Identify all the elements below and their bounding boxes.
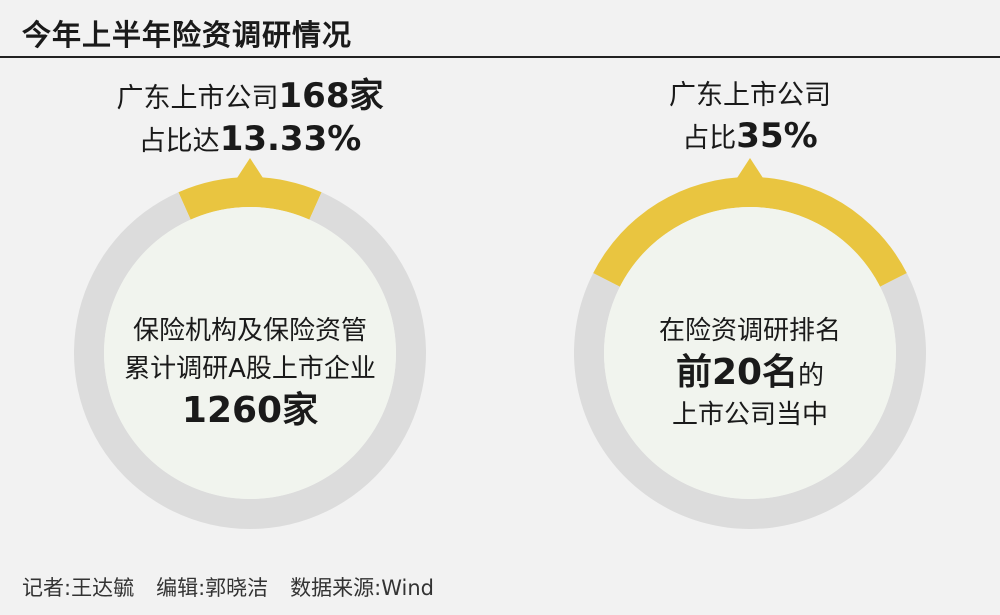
center-left-line2: 累计调研A股上市企业 xyxy=(124,354,376,384)
center-right-line3: 上市公司当中 xyxy=(671,400,828,430)
title-divider xyxy=(0,56,1000,58)
center-right-rank: 前20名 xyxy=(675,352,799,393)
callout-right-label: 广东上市公司 xyxy=(669,80,831,111)
donut-inner-disc xyxy=(104,207,396,499)
center-right-line2: 前20名的 xyxy=(500,350,1000,396)
callout-right: 广东上市公司 占比35% xyxy=(500,76,1000,159)
callout-left: 广东上市公司168家 占比达13.33% xyxy=(0,76,500,162)
callout-left-line2: 占比达13.33% xyxy=(0,119,500,162)
callout-pointer xyxy=(737,158,763,178)
donut-inner-disc xyxy=(604,207,896,499)
donut-slice-highlight xyxy=(178,177,322,220)
center-left-line1: 保险机构及保险资管 xyxy=(132,316,367,346)
callout-right-share-label: 占比 xyxy=(682,123,737,154)
callout-left-share-label: 占比达 xyxy=(138,126,220,157)
donut-slice-other xyxy=(573,273,926,530)
callout-left-label: 广东上市公司 xyxy=(116,83,279,114)
center-text-right: 在险资调研排名 前20名的 上市公司当中 xyxy=(500,312,1000,434)
callout-left-share-value: 13.33% xyxy=(219,119,362,159)
chart-panel-left: 广东上市公司168家 占比达13.33% 保险机构及保险资管 累计调研A股上市企… xyxy=(0,60,500,570)
callout-right-share-value: 35% xyxy=(736,116,818,156)
footer-reporter: 记者:王达毓 xyxy=(22,576,135,600)
callout-right-line2: 占比35% xyxy=(500,116,1000,159)
donut-slice-highlight xyxy=(593,176,907,287)
center-text-left: 保险机构及保险资管 累计调研A股上市企业 1260家 xyxy=(0,312,500,434)
callout-left-line1: 广东上市公司168家 xyxy=(0,76,500,119)
donut-chart-left xyxy=(73,158,426,530)
page-title: 今年上半年险资调研情况 xyxy=(22,18,353,52)
footer-source: 数据来源:Wind xyxy=(290,576,435,600)
footer-editor: 编辑:郭晓洁 xyxy=(156,576,269,600)
center-left-total: 1260家 xyxy=(181,390,319,431)
chart-panel-right: 广东上市公司 占比35% 在险资调研排名 前20名的 上市公司当中 xyxy=(500,60,1000,570)
center-right-tail: 的 xyxy=(798,361,825,391)
callout-left-count: 168家 xyxy=(278,76,384,116)
footer-credits: 记者:王达毓 编辑:郭晓洁 数据来源:Wind xyxy=(22,572,456,602)
center-right-line1: 在险资调研排名 xyxy=(658,316,841,346)
donut-chart-right xyxy=(573,158,926,530)
callout-pointer xyxy=(237,158,263,178)
